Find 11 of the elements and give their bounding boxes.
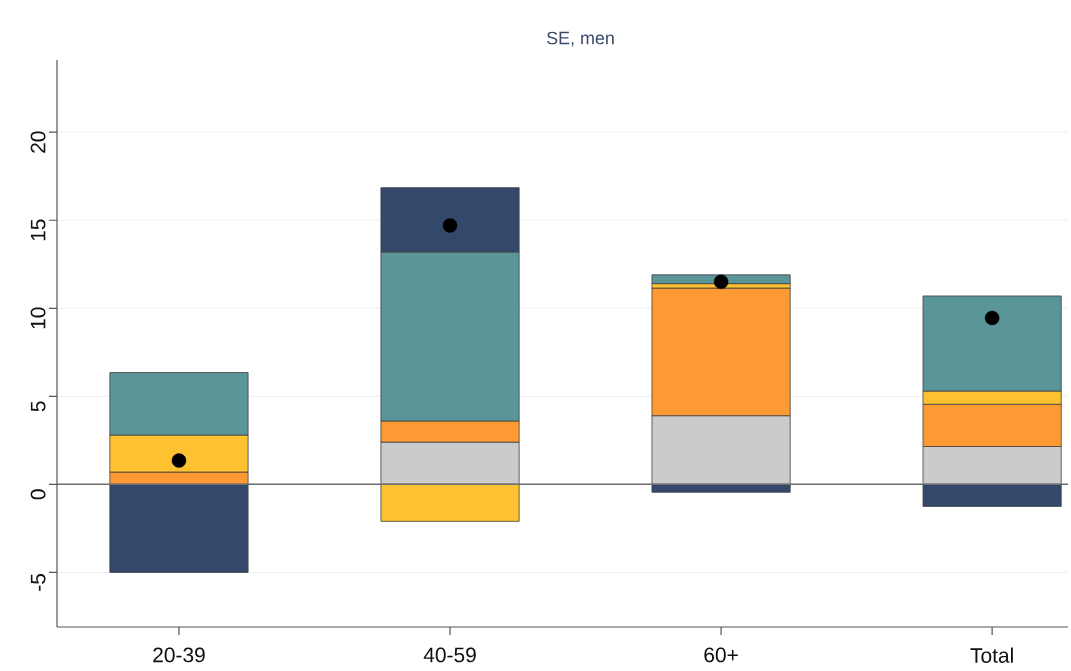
y-tick-label: 0 (30, 489, 46, 500)
y-tick-label: -5 (30, 574, 46, 591)
chart-title: SE, men (546, 31, 614, 47)
x-tick-label: Total (970, 647, 1013, 663)
y-tick-label: 20 (30, 131, 46, 153)
x-tick-label: 60+ (704, 647, 738, 663)
y-tick-label: 15 (30, 219, 46, 241)
y-tick-label: 5 (30, 401, 46, 412)
y-tick-label: 10 (30, 307, 46, 329)
x-tick-label: 40-59 (423, 647, 476, 663)
x-tick-label: 20-39 (153, 647, 205, 663)
